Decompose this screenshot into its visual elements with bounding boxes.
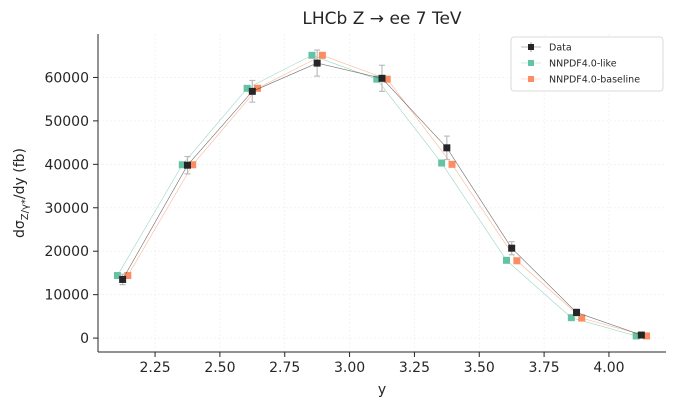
data-point — [578, 314, 586, 322]
data-point — [178, 161, 186, 169]
legend-marker-nnpdf-like — [528, 60, 534, 66]
data-point — [113, 272, 121, 280]
data-point — [573, 308, 581, 316]
y-tick-label: 40000 — [44, 157, 89, 173]
data-point — [313, 59, 321, 67]
legend-marker-data — [528, 44, 534, 50]
data-point — [378, 74, 386, 82]
x-tick-label: 3.00 — [334, 360, 365, 376]
x-tick-label: 2.75 — [269, 360, 300, 376]
y-tick-label: 30000 — [44, 201, 89, 217]
data-point — [438, 159, 446, 167]
legend-label-nnpdf-like: NNPDF4.0-like — [549, 59, 617, 70]
y-axis-label-rest: /dy (fb) — [12, 148, 28, 199]
data-point — [183, 161, 191, 169]
x-tick-label: 3.50 — [464, 360, 495, 376]
data-point — [124, 272, 132, 280]
legend-entry-nnpdf-like: NNPDF4.0-like — [521, 59, 617, 70]
x-tick-label: 2.25 — [139, 360, 170, 376]
series — [113, 49, 651, 340]
y-axis-label-main: dσ — [12, 220, 28, 238]
legend: Data NNPDF4.0-like NNPDF4.0-baseline — [510, 36, 664, 92]
legend-entry-nnpdf-baseline: NNPDF4.0-baseline — [521, 75, 640, 86]
y-axis-label: dσZ/γ*/dy (fb) — [12, 148, 31, 238]
x-tick-label: 3.75 — [529, 360, 560, 376]
data-point — [513, 257, 521, 265]
data-point — [243, 84, 251, 92]
data-point — [567, 314, 575, 322]
data-point — [248, 87, 256, 95]
y-axis-label-sub: Z/γ* — [20, 199, 31, 220]
x-axis-label: y — [378, 382, 386, 398]
legend-box — [510, 36, 664, 92]
x-tick-label: 3.25 — [399, 360, 430, 376]
data-point — [508, 244, 516, 252]
y-tick-label: 20000 — [44, 244, 89, 260]
data-point — [443, 144, 451, 152]
legend-label-nnpdf-baseline: NNPDF4.0-baseline — [549, 75, 640, 86]
data-point — [643, 332, 651, 340]
x-tick-label: 4.00 — [593, 360, 624, 376]
axes — [97, 34, 666, 353]
data-point — [308, 51, 316, 59]
data-point — [189, 161, 197, 169]
y-tick-label: 0 — [80, 331, 89, 347]
series-nnpdf4-0-like — [113, 51, 640, 340]
data-point — [632, 332, 640, 340]
legend-marker-nnpdf-baseline — [528, 76, 534, 82]
x-tick-label: 2.50 — [204, 360, 235, 376]
data-point — [119, 275, 127, 283]
series-nnpdf4-0-baseline — [124, 51, 651, 340]
data-point — [448, 160, 456, 168]
data-point — [373, 75, 381, 83]
y-tick-label: 50000 — [44, 114, 89, 130]
y-tick-label: 10000 — [44, 288, 89, 304]
legend-label-data: Data — [549, 43, 572, 54]
y-tick-label: 60000 — [44, 70, 89, 86]
chart-title: LHCb Z → ee 7 TeV — [302, 9, 462, 29]
ticks: 2.25 2.50 2.75 3.00 3.25 3.50 3.75 4.00 0 10000 20… — [44, 70, 624, 376]
series-data — [119, 49, 645, 339]
legend-entry-data: Data — [521, 42, 572, 54]
data-point — [254, 84, 262, 92]
data-point — [383, 75, 391, 83]
data-point — [637, 331, 645, 339]
data-point — [318, 51, 326, 59]
data-point — [502, 256, 510, 264]
